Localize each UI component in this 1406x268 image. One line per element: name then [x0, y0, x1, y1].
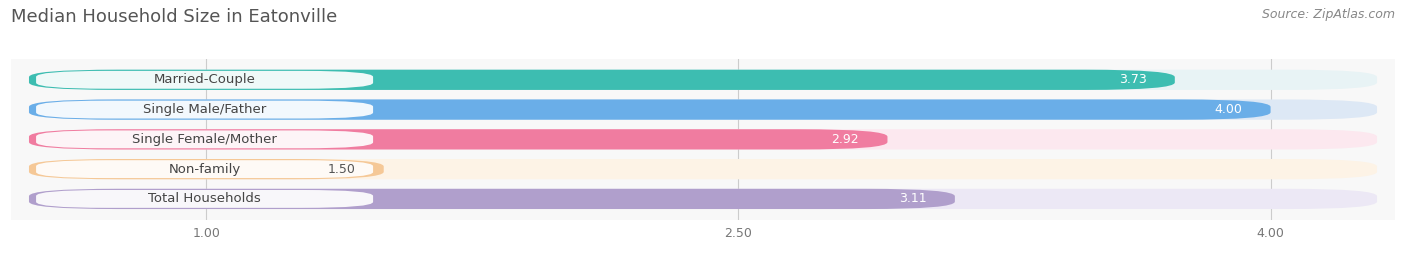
Text: 3.11: 3.11 [898, 192, 927, 205]
Text: 4.00: 4.00 [1215, 103, 1243, 116]
FancyBboxPatch shape [30, 159, 384, 179]
FancyBboxPatch shape [30, 70, 1175, 90]
FancyBboxPatch shape [37, 160, 373, 178]
Text: 2.92: 2.92 [831, 133, 859, 146]
FancyBboxPatch shape [37, 101, 373, 118]
FancyBboxPatch shape [30, 99, 1376, 120]
FancyBboxPatch shape [30, 99, 1271, 120]
Text: Median Household Size in Eatonville: Median Household Size in Eatonville [11, 8, 337, 26]
FancyBboxPatch shape [37, 131, 373, 148]
FancyBboxPatch shape [37, 190, 373, 208]
FancyBboxPatch shape [30, 189, 1376, 209]
FancyBboxPatch shape [30, 70, 1376, 90]
Text: 3.73: 3.73 [1119, 73, 1146, 86]
Text: Non-family: Non-family [169, 163, 240, 176]
FancyBboxPatch shape [37, 71, 373, 89]
FancyBboxPatch shape [30, 159, 1376, 179]
FancyBboxPatch shape [30, 189, 955, 209]
Text: Source: ZipAtlas.com: Source: ZipAtlas.com [1261, 8, 1395, 21]
FancyBboxPatch shape [30, 129, 887, 150]
Text: Single Female/Mother: Single Female/Mother [132, 133, 277, 146]
Text: Total Households: Total Households [148, 192, 262, 205]
Text: 1.50: 1.50 [328, 163, 356, 176]
FancyBboxPatch shape [30, 129, 1376, 150]
Text: Married-Couple: Married-Couple [153, 73, 256, 86]
Text: Single Male/Father: Single Male/Father [143, 103, 266, 116]
